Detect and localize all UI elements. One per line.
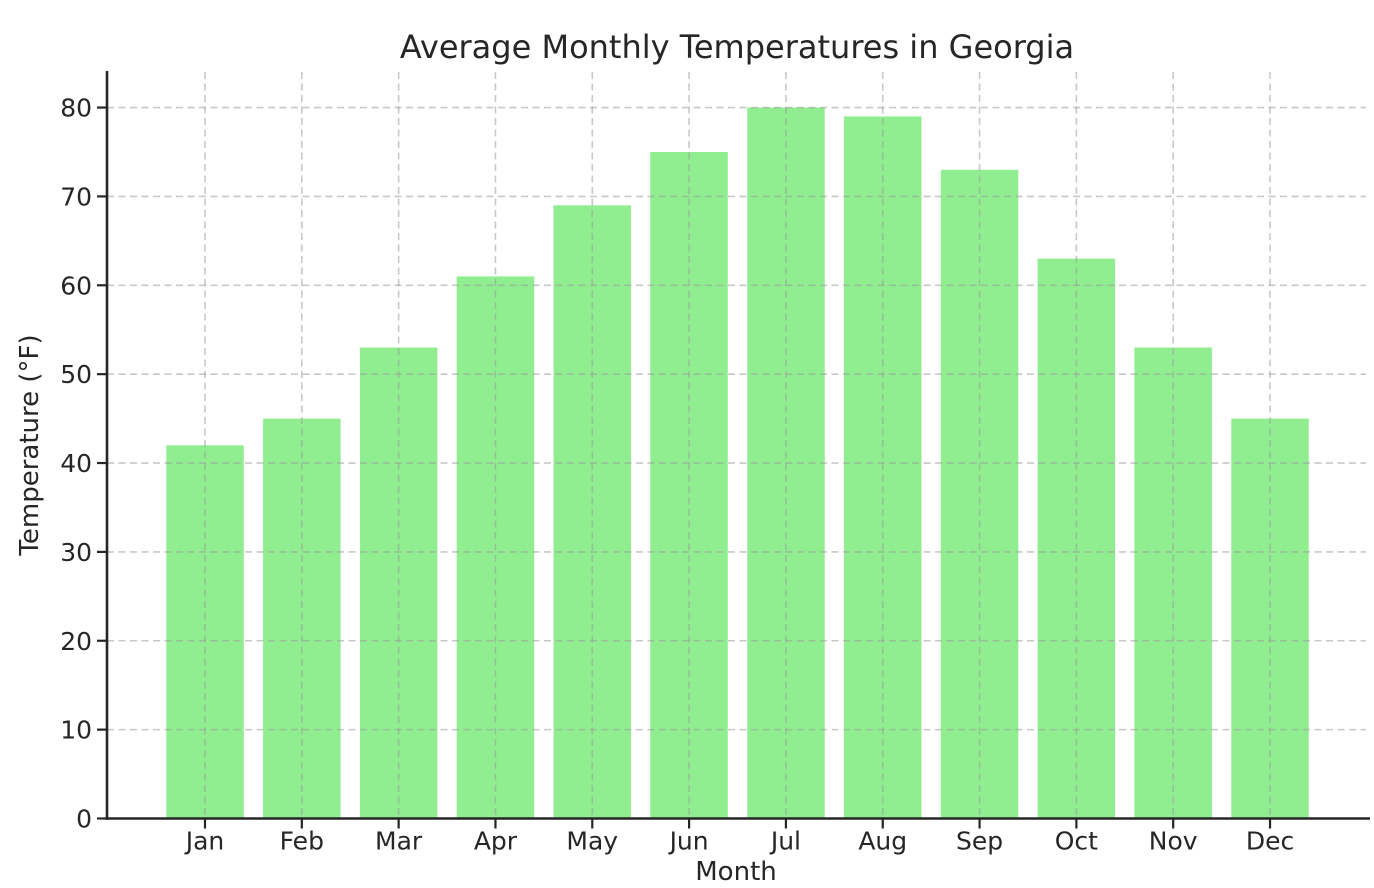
y-tick-label: 20 — [60, 627, 92, 656]
x-tick-label: Oct — [1055, 827, 1098, 856]
grid-layer — [107, 72, 1366, 819]
y-tick-label: 70 — [60, 182, 92, 211]
chart-title: Average Monthly Temperatures in Georgia — [400, 28, 1074, 66]
y-tick-label: 80 — [60, 94, 92, 123]
y-tick-label: 30 — [60, 538, 92, 567]
x-tick-label: May — [566, 827, 618, 856]
x-tick-label: Nov — [1149, 827, 1198, 856]
x-tick-label: Dec — [1246, 827, 1294, 856]
x-tick-label: Feb — [280, 827, 324, 856]
x-tick-label: Jun — [668, 827, 709, 856]
x-tick-label: Jul — [769, 827, 801, 856]
y-tick-label: 40 — [60, 449, 92, 478]
y-tick-label: 0 — [76, 805, 92, 834]
y-axis-label: Temperature (°F) — [15, 334, 45, 556]
x-tick-label: Sep — [956, 827, 1003, 856]
y-tick-label: 60 — [60, 271, 92, 300]
x-axis-label: Month — [695, 857, 777, 887]
axes-layer — [97, 71, 1370, 829]
tick-labels-layer: 0 10 20 30 40 50 60 70 80 Jan Feb Mar Apr May Jun Jul Au… — [60, 94, 1294, 856]
x-tick-label: Apr — [474, 827, 518, 856]
y-tick-label: 50 — [60, 360, 92, 389]
x-tick-label: Aug — [858, 827, 907, 856]
y-tick-label: 10 — [60, 716, 92, 745]
x-tick-label: Jan — [184, 827, 225, 856]
x-tick-label: Mar — [375, 827, 423, 856]
